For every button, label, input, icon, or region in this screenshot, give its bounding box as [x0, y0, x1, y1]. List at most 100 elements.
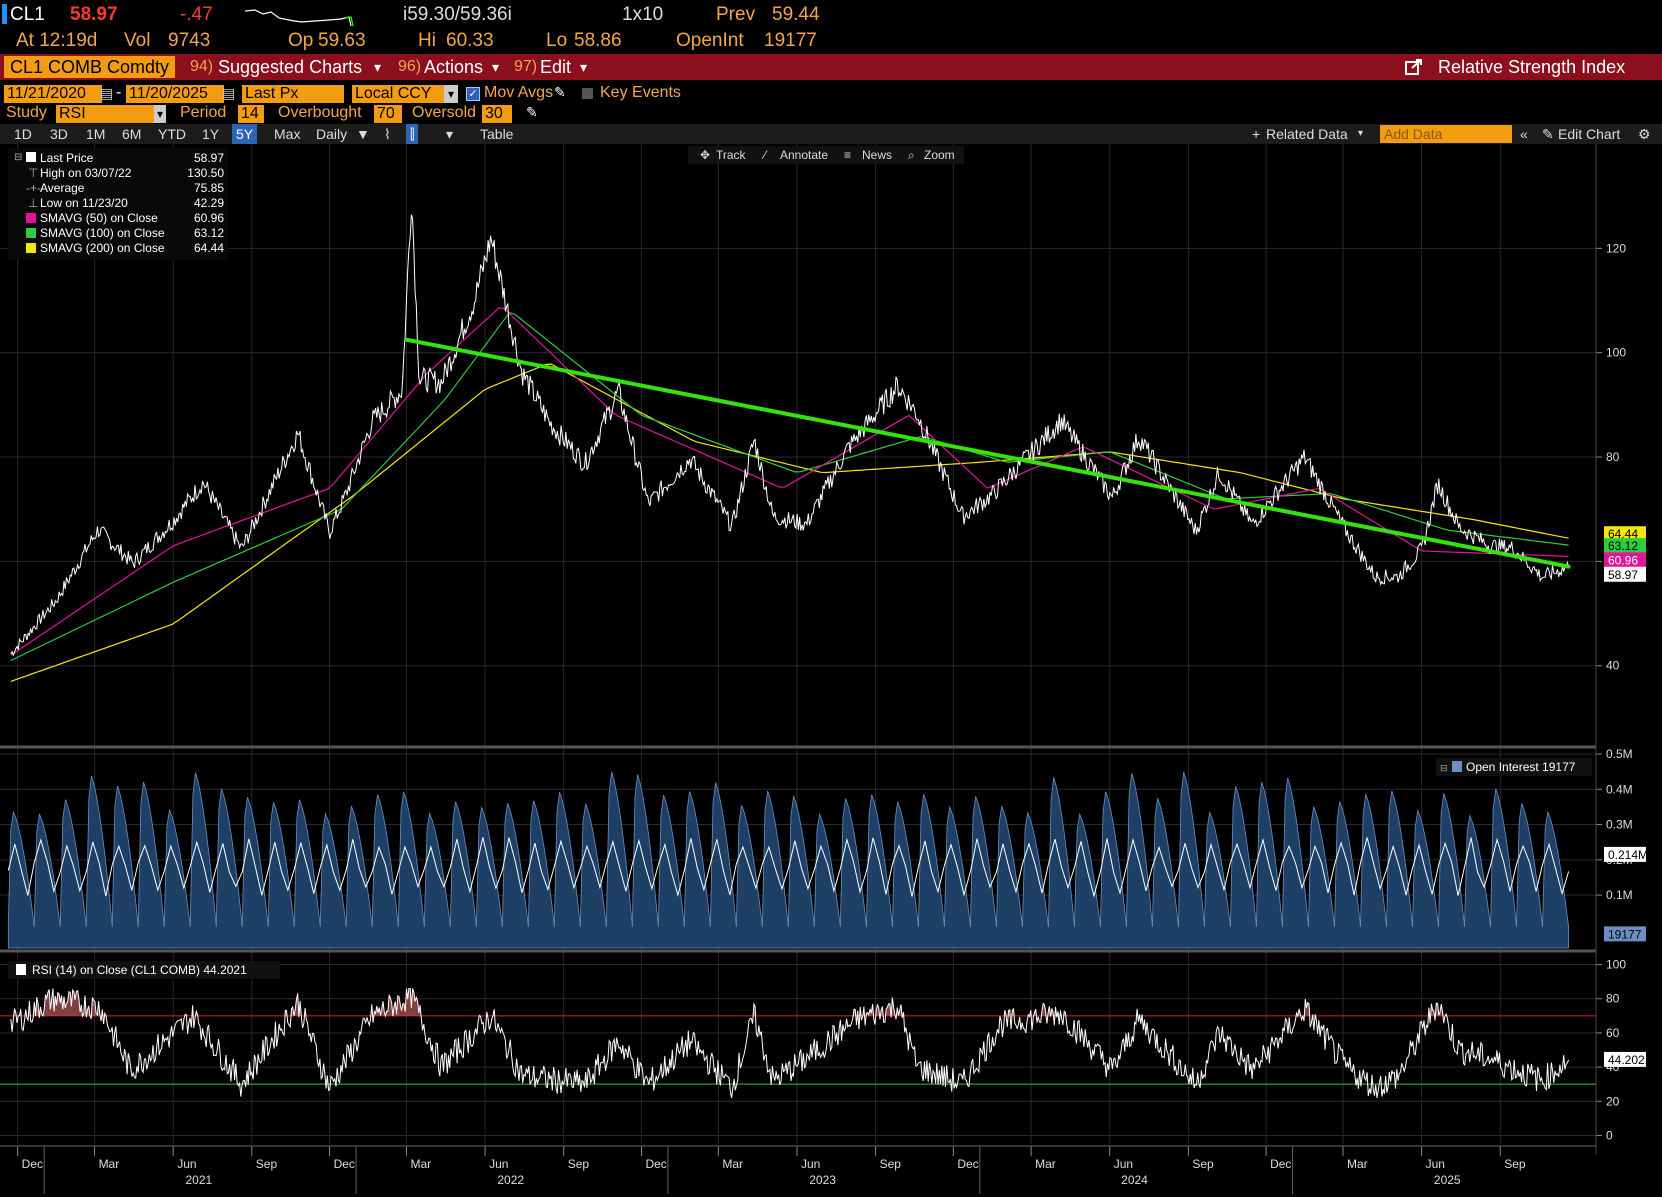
edit-chart-button[interactable]: Edit Chart — [1558, 126, 1621, 142]
track-tool[interactable]: Track — [716, 148, 747, 162]
pencil-icon[interactable]: ✎ — [1542, 126, 1554, 142]
news-tool[interactable]: News — [862, 148, 892, 162]
oi-current-tag-bg — [1604, 846, 1646, 862]
range-5y[interactable]: 5Y — [232, 124, 258, 144]
field-select[interactable]: Last Px — [242, 85, 344, 103]
range-1y[interactable]: 1Y — [202, 126, 220, 142]
x-year-label: 2021 — [185, 1173, 212, 1187]
plus-icon[interactable]: + — [1252, 126, 1261, 142]
high-value: 60.33 — [446, 30, 494, 51]
suggested-charts-button[interactable]: Suggested Charts — [218, 57, 363, 77]
chart-area[interactable]: 4060801001200.1M0.2M0.3M0.4M0.5M02040608… — [0, 144, 1662, 1197]
chevron-down-icon[interactable]: ▾ — [444, 85, 458, 103]
edit-num: 97) — [514, 58, 538, 75]
y-tick-label: 60 — [1606, 1026, 1620, 1040]
x-year-label: 2025 — [1434, 1173, 1461, 1187]
news-icon[interactable]: ≡ — [844, 148, 851, 162]
legend-average-value: 75.85 — [194, 181, 224, 195]
quote-header: CL1 58.97 -.47 i59.30/59.36i 1x10 Prev 5… — [0, 4, 1662, 27]
open-interest-area — [7, 771, 1569, 949]
collapse-icon[interactable]: « — [1520, 126, 1528, 142]
ticker-marker — [2, 4, 7, 24]
track-icon[interactable]: ✥ — [700, 148, 710, 162]
y-tick-label: 40 — [1606, 659, 1620, 673]
oversold-field[interactable]: 30 — [482, 105, 512, 123]
range-max[interactable]: Max — [274, 126, 301, 142]
range-3d[interactable]: 3D — [50, 126, 68, 142]
svg-text:-+-: -+- — [26, 181, 41, 195]
legend-rsi: RSI (14) on Close (CL1 COMB) 44.2021 — [32, 963, 247, 977]
line-chart-icon[interactable]: ⌇ — [384, 126, 391, 142]
chart-toolbar: 1D 3D 1M 6M YTD 1Y 5Y Max Daily ▼ ⌇ ⫿ ▾ … — [0, 124, 1662, 144]
legend-last-price-value: 58.97 — [194, 151, 224, 165]
bar-chart-icon[interactable]: ⫿ — [406, 124, 419, 144]
sma-line — [10, 312, 1569, 662]
annotate-icon[interactable]: ⁄ — [761, 148, 768, 162]
start-date-field[interactable]: 11/21/2020 — [4, 85, 102, 103]
key-events-checkbox[interactable] — [582, 88, 593, 99]
edit-button[interactable]: Edit — [540, 57, 572, 77]
range-1m[interactable]: 1M — [86, 126, 106, 142]
study-select[interactable]: RSI — [56, 105, 158, 123]
security-field[interactable]: CL1 COMB Comdty — [4, 56, 176, 78]
chevron-down-icon[interactable]: ▾ — [446, 126, 454, 142]
sma200-tag: 64.44 — [1608, 527, 1638, 541]
sma100-tag: 63.12 — [1608, 539, 1638, 553]
sma200-tag-bg — [1604, 526, 1646, 542]
mov-avgs-label[interactable]: Mov Avgs — [484, 84, 554, 101]
x-tick-label: Dec — [957, 1157, 978, 1171]
chevron-down-icon[interactable]: ▼ — [356, 126, 370, 142]
oi-last-tag-bg — [1604, 926, 1646, 942]
add-data-input[interactable]: Add Data — [1380, 125, 1512, 143]
low-value: 58.86 — [574, 30, 622, 51]
y-tick-label: 100 — [1606, 346, 1626, 360]
range-1d[interactable]: 1D — [14, 126, 32, 142]
study-row: Study RSI ▾ Period 14 Overbought 70 Over… — [0, 104, 1662, 124]
chevron-down-icon[interactable]: ▾ — [1358, 128, 1364, 139]
key-events-label[interactable]: Key Events — [600, 84, 681, 101]
range-ytd[interactable]: YTD — [158, 126, 186, 142]
x-tick-label: Mar — [1347, 1157, 1368, 1171]
currency-select[interactable]: Local CCY — [352, 85, 448, 103]
actions-button[interactable]: Actions — [424, 57, 484, 77]
x-tick-label: Mar — [1035, 1157, 1056, 1171]
legend-high-value: 130.50 — [187, 166, 224, 180]
x-tick-label: Dec — [22, 1157, 43, 1171]
annotate-tool[interactable]: Annotate — [780, 148, 828, 162]
range-6m[interactable]: 6M — [122, 126, 142, 142]
period-field[interactable]: 14 — [238, 105, 264, 123]
calendar-icon[interactable]: ▤ — [222, 85, 236, 101]
popout-icon[interactable] — [1405, 59, 1423, 75]
zoom-tool[interactable]: Zoom — [924, 148, 955, 162]
related-data-button[interactable]: Related Data — [1266, 126, 1348, 142]
x-axis: Dec Mar Jun Sep Dec Mar Jun Sep Dec Mar Jun Sep Dec M… — [0, 1145, 1596, 1194]
x-tick-label: Mar — [410, 1157, 431, 1171]
x-tick-label: Jun — [1426, 1157, 1445, 1171]
open-interest-avg-line — [7, 837, 1570, 898]
frequency-select[interactable]: Daily — [316, 126, 348, 142]
end-date-field[interactable]: 11/20/2025 — [126, 85, 224, 103]
calendar-icon[interactable]: ▤ — [100, 85, 114, 101]
chart-tools: ✥ Track ⁄ Annotate ≡ News ⌕ Zoom — [688, 146, 964, 164]
high-label: Hi — [418, 30, 436, 51]
ticker: CL1 — [10, 4, 45, 25]
price-line — [10, 214, 1570, 657]
rsi-panel: 44.2021 — [0, 988, 1652, 1099]
settings-row: 11/21/2020 ▤ - 11/20/2025 ▤ Last Px Loca… — [0, 84, 1662, 104]
open-label: Op — [288, 30, 314, 51]
legend-average: Average — [40, 181, 85, 195]
gear-icon[interactable]: ⚙ — [1638, 126, 1651, 142]
y-tick-label: 80 — [1606, 992, 1620, 1006]
table-button[interactable]: Table — [480, 126, 514, 142]
y-tick-label: 0.5M — [1606, 747, 1633, 761]
x-year-label: 2023 — [809, 1173, 836, 1187]
low-label: Lo — [546, 30, 568, 51]
pencil-icon[interactable]: ✎ — [526, 104, 538, 120]
zoom-icon[interactable]: ⌕ — [908, 148, 915, 162]
open-interest-panel: 0.214M 19177 — [7, 771, 1648, 949]
pencil-icon[interactable]: ✎ — [554, 84, 566, 100]
trend-line — [404, 337, 1571, 569]
mov-avgs-checkbox[interactable]: ✓ — [466, 87, 480, 101]
overbought-field[interactable]: 70 — [374, 105, 402, 123]
chevron-down-icon[interactable]: ▾ — [154, 105, 166, 123]
